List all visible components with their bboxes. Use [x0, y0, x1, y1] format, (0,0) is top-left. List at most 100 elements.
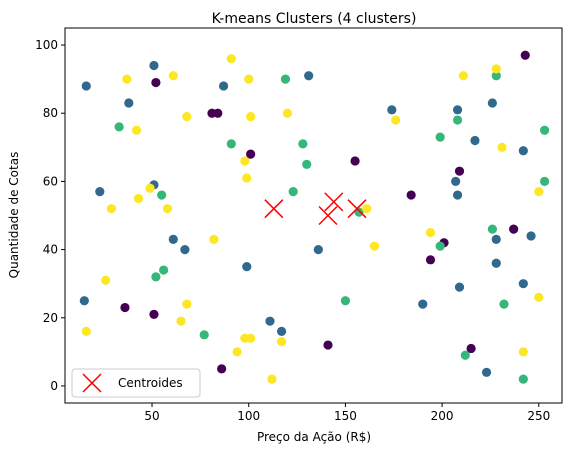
- data-point-cluster-1: [79, 296, 89, 306]
- data-point-cluster-2: [518, 374, 528, 384]
- data-point-cluster-0: [520, 50, 530, 60]
- data-point-cluster-1: [304, 71, 314, 81]
- data-point-cluster-2: [302, 159, 312, 169]
- data-point-cluster-1: [518, 146, 528, 156]
- data-point-cluster-3: [425, 227, 436, 238]
- centroid-marker: [264, 199, 284, 219]
- data-point-cluster-2: [435, 241, 445, 251]
- data-point-cluster-0: [406, 190, 416, 200]
- data-point-cluster-1: [452, 105, 463, 115]
- data-point-cluster-3: [458, 71, 468, 81]
- data-point-cluster-2: [435, 132, 445, 142]
- data-point-cluster-1: [124, 98, 134, 108]
- x-tick-label: 250: [527, 409, 550, 423]
- data-point-cluster-3: [240, 156, 250, 166]
- data-point-cluster-1: [149, 60, 159, 71]
- data-point-cluster-1: [313, 244, 323, 255]
- data-point-cluster-3: [246, 112, 256, 122]
- data-point-cluster-1: [265, 316, 275, 326]
- data-point-cluster-3: [534, 187, 544, 197]
- centroid-marker: [324, 192, 344, 212]
- data-point-cluster-1: [491, 258, 501, 268]
- data-point-cluster-3: [276, 337, 287, 347]
- legend: Centroides: [71, 368, 201, 398]
- data-point-cluster-3: [81, 326, 91, 337]
- data-point-cluster-3: [242, 173, 252, 183]
- data-point-cluster-2: [280, 74, 291, 84]
- data-point-cluster-1: [242, 262, 252, 272]
- data-point-cluster-3: [267, 374, 277, 384]
- data-point-cluster-1: [180, 244, 190, 255]
- data-point-cluster-1: [526, 231, 536, 241]
- data-point-cluster-2: [159, 265, 169, 275]
- data-point-cluster-3: [106, 204, 117, 214]
- data-point-cluster-1: [454, 282, 465, 292]
- legend-box: [71, 368, 201, 398]
- centroid-marker: [347, 199, 367, 219]
- data-point-cluster-1: [418, 299, 428, 309]
- data-point-cluster-3: [145, 183, 155, 193]
- data-point-cluster-2: [499, 299, 509, 309]
- chart-title: K-means Clusters (4 clusters): [212, 11, 417, 27]
- data-point-cluster-3: [369, 241, 380, 251]
- data-point-cluster-0: [466, 343, 476, 354]
- data-point-cluster-0: [323, 340, 333, 350]
- data-point-cluster-0: [120, 302, 130, 313]
- y-tick-label: 0: [50, 379, 58, 393]
- y-tick-label: 60: [43, 174, 58, 188]
- y-tick-label: 100: [35, 38, 58, 52]
- data-point-cluster-3: [491, 64, 501, 74]
- data-point-cluster-1: [95, 187, 105, 197]
- data-point-cluster-3: [534, 292, 544, 302]
- data-point-cluster-2: [298, 139, 308, 149]
- data-point-cluster-3: [391, 115, 401, 125]
- data-point-cluster-1: [387, 105, 397, 115]
- data-point-cluster-0: [213, 108, 223, 118]
- data-point-cluster-2: [199, 330, 209, 340]
- y-axis: 0 20 40 60 80 100: [35, 38, 65, 393]
- data-point-cluster-1: [452, 190, 463, 200]
- y-axis-title: Quantidade de Cotas: [7, 152, 21, 279]
- data-point-cluster-1: [168, 234, 178, 244]
- data-point-cluster-3: [226, 54, 236, 64]
- data-point-cluster-3: [131, 125, 142, 135]
- data-point-cluster-1: [218, 81, 229, 91]
- data-point-cluster-3: [518, 347, 528, 357]
- data-point-cluster-3: [497, 142, 507, 152]
- centroid-marker: [318, 205, 338, 226]
- data-point-cluster-3: [232, 347, 242, 357]
- data-point-cluster-1: [451, 176, 461, 187]
- data-point-cluster-0: [151, 77, 161, 88]
- data-point-cluster-1: [518, 279, 528, 289]
- data-point-cluster-1: [487, 98, 497, 108]
- data-point-cluster-2: [114, 122, 124, 132]
- data-point-cluster-2: [226, 139, 236, 149]
- data-point-cluster-2: [539, 125, 550, 135]
- data-point-cluster-3: [209, 234, 219, 244]
- data-point-cluster-3: [246, 333, 256, 343]
- x-axis-title: Preço da Ação (R$): [257, 430, 371, 444]
- data-point-cluster-2: [288, 187, 298, 197]
- data-point-cluster-0: [350, 156, 360, 166]
- data-point-cluster-2: [487, 224, 497, 234]
- y-tick-label: 80: [43, 106, 58, 120]
- data-point-cluster-2: [491, 71, 501, 81]
- data-point-cluster-2: [452, 115, 463, 125]
- data-point-cluster-2: [151, 272, 161, 282]
- data-point-cluster-0: [217, 364, 227, 374]
- data-point-cluster-1: [481, 367, 492, 377]
- data-point-cluster-0: [149, 309, 159, 319]
- data-point-cluster-2: [460, 350, 470, 360]
- data-point-cluster-2: [340, 296, 351, 306]
- data-point-cluster-3: [182, 112, 192, 122]
- data-point-cluster-2: [539, 176, 550, 187]
- data-point-cluster-3: [133, 193, 144, 204]
- y-tick-label: 40: [43, 243, 58, 257]
- data-point-cluster-1: [491, 234, 501, 244]
- data-point-cluster-2: [157, 190, 167, 200]
- data-point-cluster-1: [276, 326, 287, 337]
- data-point-cluster-1: [470, 135, 480, 146]
- data-point-cluster-3: [244, 74, 254, 84]
- legend-label-centroids: Centroides: [118, 376, 183, 390]
